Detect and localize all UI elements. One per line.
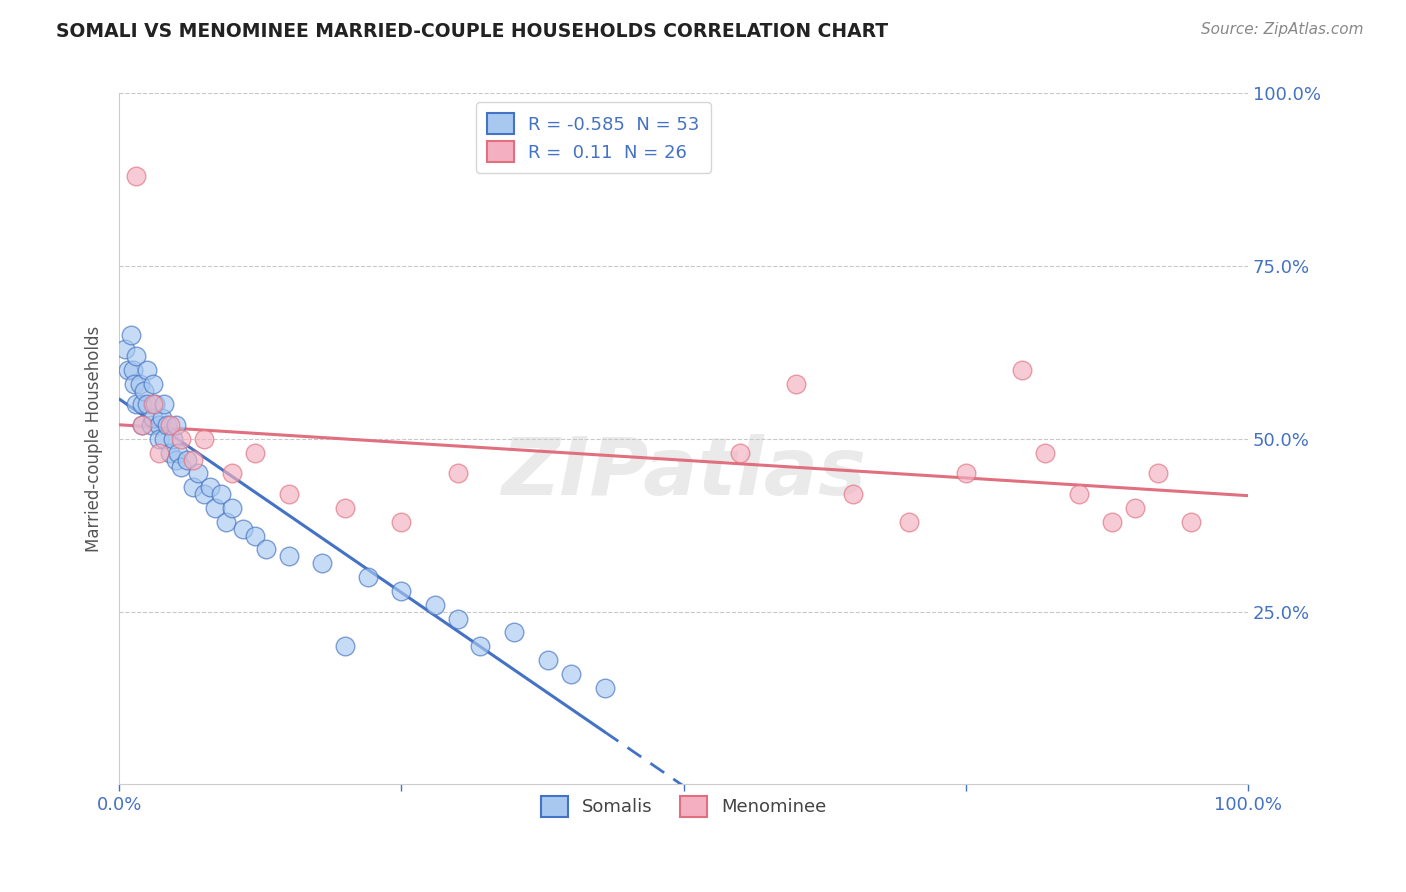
Point (447, 467, 470, 481)
Point (221, 501, 243, 516)
Point (181, 480, 204, 494)
Text: Source: ZipAtlas.com: Source: ZipAtlas.com (1201, 22, 1364, 37)
Point (159, 418, 181, 433)
Point (142, 411, 165, 425)
Point (1011, 363, 1033, 377)
Point (447, 611, 470, 625)
Point (470, 639, 492, 653)
Point (503, 625, 526, 640)
Point (122, 376, 145, 391)
Point (204, 501, 226, 516)
Point (1033, 446, 1056, 460)
Point (1123, 501, 1146, 516)
Point (181, 452, 204, 467)
Point (356, 570, 378, 584)
Point (142, 397, 165, 411)
Point (1180, 515, 1202, 529)
Point (193, 432, 215, 446)
Point (1101, 515, 1123, 529)
Point (593, 681, 616, 695)
Point (148, 446, 170, 460)
Point (132, 384, 155, 398)
Point (193, 487, 215, 501)
Point (232, 522, 254, 536)
Point (121, 363, 143, 377)
Point (728, 446, 751, 460)
Point (128, 376, 150, 391)
Point (277, 487, 299, 501)
Point (165, 418, 187, 433)
Point (243, 528, 266, 542)
Point (198, 480, 221, 494)
Point (139, 418, 162, 433)
Point (156, 418, 179, 433)
Point (842, 487, 865, 501)
Point (167, 446, 190, 460)
Point (170, 432, 193, 446)
Point (254, 542, 277, 557)
Point (117, 363, 139, 377)
Point (153, 397, 176, 411)
Point (125, 349, 148, 363)
Point (311, 556, 333, 570)
Point (148, 432, 170, 446)
Point (1067, 487, 1090, 501)
Point (243, 446, 266, 460)
Point (560, 666, 582, 681)
Point (333, 639, 356, 653)
Point (162, 432, 184, 446)
Y-axis label: Married-couple Households: Married-couple Households (86, 326, 103, 552)
Point (221, 467, 243, 481)
Point (131, 418, 153, 433)
Point (153, 432, 176, 446)
Point (391, 515, 413, 529)
Point (148, 418, 170, 433)
Text: SOMALI VS MENOMINEE MARRIED-COUPLE HOUSEHOLDS CORRELATION CHART: SOMALI VS MENOMINEE MARRIED-COUPLE HOUSE… (56, 22, 889, 41)
Point (120, 328, 142, 343)
Point (159, 446, 181, 460)
Point (537, 653, 560, 667)
Point (785, 376, 807, 391)
Point (187, 467, 209, 481)
Point (333, 501, 356, 516)
Point (125, 397, 148, 411)
Point (145, 397, 167, 411)
Point (136, 397, 159, 411)
Point (215, 515, 238, 529)
Point (170, 459, 193, 474)
Point (150, 411, 173, 425)
Point (165, 452, 187, 467)
Point (277, 549, 299, 564)
Point (142, 376, 165, 391)
Point (955, 467, 977, 481)
Point (114, 342, 136, 356)
Point (136, 363, 159, 377)
Point (125, 169, 148, 184)
Point (391, 583, 413, 598)
Point (898, 515, 921, 529)
Legend: Somalis, Menominee: Somalis, Menominee (533, 789, 834, 824)
Text: ZIPatlas: ZIPatlas (501, 434, 866, 512)
Point (425, 598, 447, 612)
Point (176, 452, 198, 467)
Point (209, 487, 232, 501)
Point (131, 418, 153, 433)
Point (131, 397, 153, 411)
Point (1146, 467, 1168, 481)
